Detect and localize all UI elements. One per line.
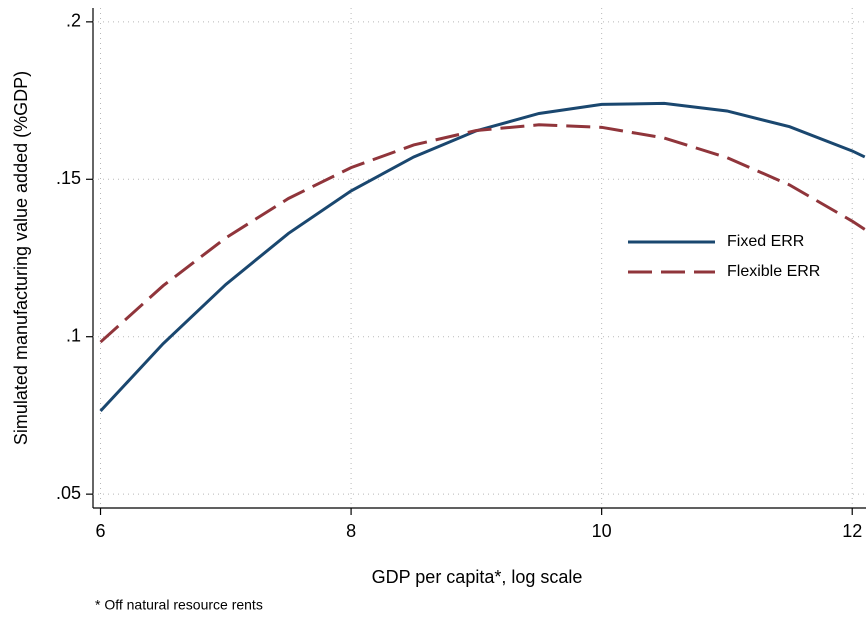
y-axis-title: Simulated manufacturing value added (%GD… (11, 71, 31, 445)
series-line (99, 101, 866, 413)
y-tick-label: .1 (66, 325, 81, 345)
y-tick-label: .15 (56, 168, 81, 188)
x-tick-label: 10 (592, 521, 612, 541)
x-tick-label: 12 (842, 521, 862, 541)
x-tick-label: 6 (96, 521, 106, 541)
x-tick-label: 8 (346, 521, 356, 541)
x-axis-title: GDP per capita*, log scale (372, 567, 583, 587)
y-tick-label: .2 (66, 11, 81, 31)
footnote: * Off natural resource rents (95, 597, 263, 613)
y-tick-label: .05 (56, 483, 81, 503)
legend-label: Fixed ERR (727, 233, 804, 250)
series-line (99, 123, 866, 344)
legend-label: Flexible ERR (727, 263, 820, 280)
